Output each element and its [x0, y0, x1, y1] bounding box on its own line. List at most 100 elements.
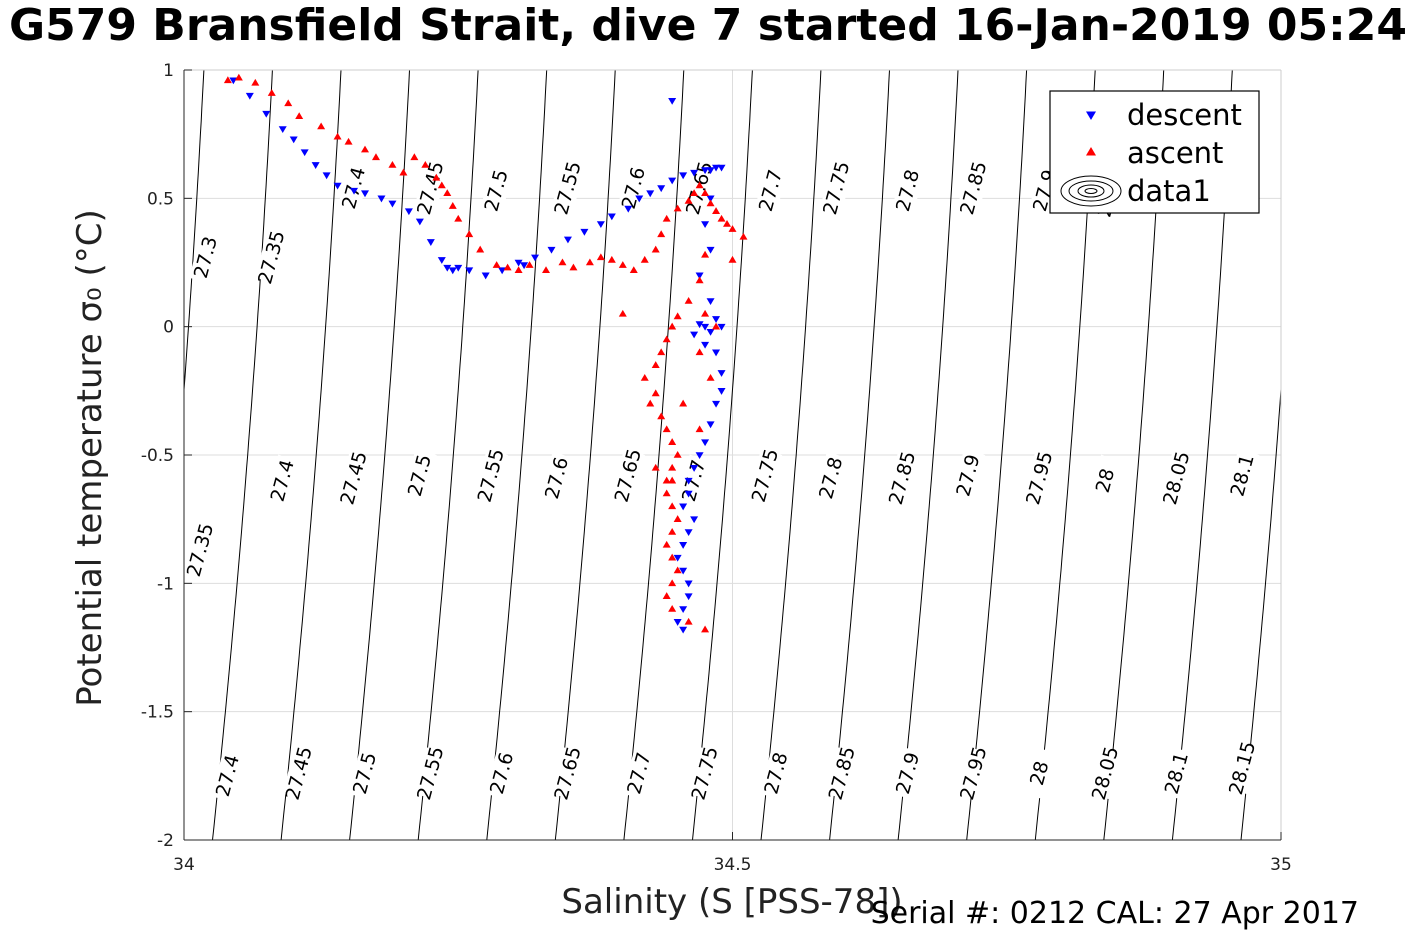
ascent-point [651, 245, 660, 253]
descent-point [690, 331, 699, 339]
ascent-point [437, 181, 446, 189]
ascent-point [712, 207, 721, 214]
isopycnal-label-bg [759, 747, 794, 800]
descent-point [311, 162, 320, 169]
isopycnal-label-bg [1225, 449, 1260, 502]
ascent-point [454, 214, 463, 222]
ascent-point [662, 214, 671, 222]
isopycnal-label-bg [265, 454, 300, 507]
isopycnal-label-bg [1225, 742, 1260, 795]
legend-entry-ascent: ascent [1127, 136, 1223, 170]
descent-point [712, 316, 721, 323]
chart-title: G579 Bransfield Strait, dive 7 started 1… [9, 0, 1407, 51]
isopycnal-label-bg [814, 452, 849, 505]
descent-point [679, 172, 688, 180]
isopycnal-label-bg [1088, 454, 1123, 507]
isopycnal-label-bg [485, 747, 519, 800]
descent-point [388, 200, 397, 208]
legend-descent-marker [1086, 111, 1096, 120]
ascent-point [723, 220, 732, 227]
isopycnal-label-bg [825, 747, 860, 800]
isopycnal-label-bg [1022, 747, 1057, 800]
ascent-point [662, 540, 671, 548]
ascent-point [684, 617, 693, 625]
ascent-point [701, 189, 710, 196]
ascent-point [662, 425, 671, 433]
ascent-point [668, 463, 677, 471]
ascent-point [267, 89, 276, 96]
isopycnal-label-bg [211, 749, 245, 802]
descent-point [684, 580, 693, 588]
isopycnal-label-bg [885, 452, 920, 505]
series-descent [229, 77, 726, 634]
ascent-point [668, 322, 677, 330]
isopycnal-label-bg [282, 747, 317, 800]
ascent-point [284, 99, 293, 107]
descent-point [701, 323, 710, 331]
ascent-point [503, 263, 512, 271]
isopycnal-label-bg [956, 162, 991, 215]
legend-contour-icon [1060, 175, 1122, 207]
ascent-point [673, 451, 682, 458]
isopycnal-line [760, 70, 822, 840]
isopycnal-line [349, 70, 410, 840]
ascent-point [476, 245, 485, 253]
isopycnal-label-bg [337, 452, 371, 505]
isopycnal-label-bg [413, 747, 448, 800]
ascent-point [701, 309, 710, 317]
ascent-point [706, 374, 715, 381]
descent-point [673, 619, 682, 626]
descent-point [690, 465, 699, 472]
ascent-point [558, 258, 567, 266]
isopycnal-label-bg [1159, 747, 1194, 800]
descent-point [712, 164, 721, 172]
descent-point [437, 257, 446, 264]
isopycnal-label: 27.4 [265, 454, 300, 507]
descent-point [717, 388, 726, 395]
ascent-point [514, 266, 523, 273]
descent-point [531, 254, 540, 262]
ascent-point [525, 261, 534, 268]
ascent-point [295, 112, 304, 119]
descent-point [701, 341, 710, 349]
ascent-point [739, 232, 748, 240]
legend-entry-data1: data1 [1127, 174, 1211, 208]
ascent-point [662, 592, 671, 599]
descent-point [701, 439, 710, 447]
x-tick-label: 35 [1270, 855, 1292, 875]
descent-point [377, 195, 386, 203]
descent-point [717, 323, 726, 331]
descent-point [278, 126, 287, 134]
descent-point [657, 185, 666, 193]
ascent-point [251, 78, 260, 86]
ascent-point [618, 261, 627, 268]
legend-box [1049, 90, 1260, 214]
ascent-point [657, 230, 666, 238]
ascent-point [673, 515, 682, 522]
descent-point [679, 542, 688, 549]
ascent-point [432, 173, 441, 181]
isopycnal-label-bg [819, 162, 854, 215]
ascent-point [668, 579, 677, 587]
x-tick-label: 34 [173, 855, 195, 875]
isopycnal-label-bg [754, 164, 788, 217]
isopycnal-line [897, 70, 959, 840]
descent-point [635, 195, 644, 203]
legend[interactable]: descent ascent data1 [1049, 90, 1260, 214]
ascent-point [421, 160, 430, 168]
ascent-point [668, 528, 677, 535]
descent-point [607, 213, 616, 221]
isopycnal-line [184, 70, 205, 397]
ascent-point [673, 204, 682, 212]
ascent-point [388, 160, 397, 168]
isopycnal-label-bg [540, 452, 574, 505]
ascent-point [542, 266, 551, 273]
descent-point [706, 195, 715, 203]
ascent-point [695, 181, 704, 189]
isopycnal-label-bg [479, 164, 514, 217]
isopycnal-label-bg [611, 449, 646, 502]
isopycnal-label-bg [956, 747, 991, 800]
ascent-point [728, 225, 737, 232]
descent-point [701, 167, 710, 175]
ascent-point [701, 250, 710, 258]
